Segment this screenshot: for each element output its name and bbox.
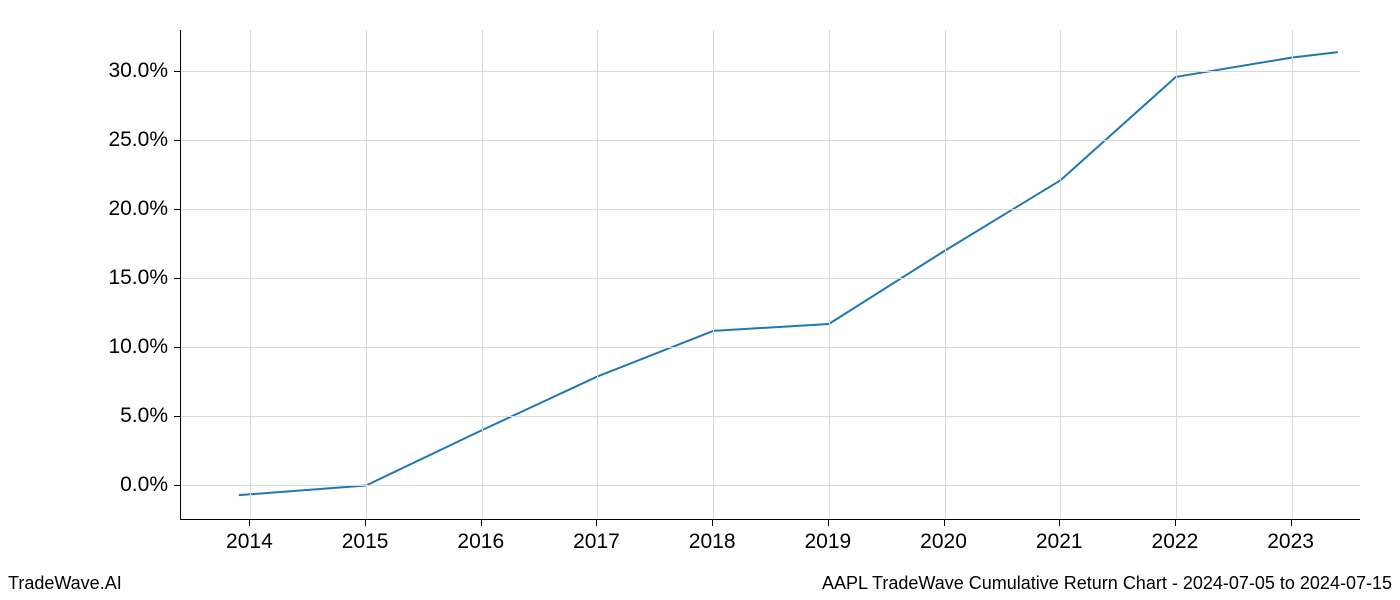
y-tick-mark <box>174 209 180 210</box>
y-tick-label: 5.0% <box>120 404 168 428</box>
y-tick-label: 10.0% <box>108 335 168 359</box>
x-tick-mark <box>481 520 482 526</box>
x-tick-label: 2019 <box>804 530 851 554</box>
grid-line-vertical <box>945 30 946 519</box>
grid-line-vertical <box>597 30 598 519</box>
grid-line-vertical <box>366 30 367 519</box>
grid-line-vertical <box>482 30 483 519</box>
grid-line-horizontal <box>181 140 1360 141</box>
grid-line-vertical <box>1176 30 1177 519</box>
grid-line-horizontal <box>181 416 1360 417</box>
x-tick-mark <box>1059 520 1060 526</box>
grid-line-horizontal <box>181 209 1360 210</box>
x-tick-label: 2018 <box>689 530 736 554</box>
y-tick-mark <box>174 347 180 348</box>
x-tick-label: 2023 <box>1267 530 1314 554</box>
grid-line-vertical <box>713 30 714 519</box>
plot-area <box>180 30 1360 520</box>
grid-line-horizontal <box>181 347 1360 348</box>
x-tick-label: 2016 <box>457 530 504 554</box>
x-tick-mark <box>1175 520 1176 526</box>
grid-line-vertical <box>1292 30 1293 519</box>
x-tick-mark <box>365 520 366 526</box>
x-tick-label: 2022 <box>1152 530 1199 554</box>
x-tick-label: 2020 <box>920 530 967 554</box>
x-tick-mark <box>1291 520 1292 526</box>
y-tick-label: 25.0% <box>108 128 168 152</box>
x-tick-mark <box>944 520 945 526</box>
y-tick-label: 0.0% <box>120 473 168 497</box>
y-tick-label: 30.0% <box>108 59 168 83</box>
y-tick-label: 20.0% <box>108 197 168 221</box>
x-tick-mark <box>249 520 250 526</box>
y-tick-mark <box>174 140 180 141</box>
x-tick-label: 2014 <box>226 530 273 554</box>
grid-line-vertical <box>1060 30 1061 519</box>
footer-right-text: AAPL TradeWave Cumulative Return Chart -… <box>822 573 1392 594</box>
y-tick-label: 15.0% <box>108 266 168 290</box>
x-tick-label: 2021 <box>1036 530 1083 554</box>
line-series <box>181 30 1361 520</box>
return-line <box>239 52 1338 495</box>
grid-line-horizontal <box>181 485 1360 486</box>
y-tick-mark <box>174 485 180 486</box>
footer-left-text: TradeWave.AI <box>8 573 122 594</box>
y-tick-mark <box>174 416 180 417</box>
y-tick-mark <box>174 278 180 279</box>
grid-line-vertical <box>250 30 251 519</box>
x-tick-mark <box>712 520 713 526</box>
chart-container: 2014 2015 2016 2017 2018 2019 2020 2021 2022 2023… <box>0 0 1400 600</box>
x-tick-label: 2015 <box>342 530 389 554</box>
grid-line-horizontal <box>181 71 1360 72</box>
grid-line-vertical <box>829 30 830 519</box>
y-tick-mark <box>174 71 180 72</box>
x-tick-label: 2017 <box>573 530 620 554</box>
grid-line-horizontal <box>181 278 1360 279</box>
x-tick-mark <box>596 520 597 526</box>
x-tick-mark <box>828 520 829 526</box>
